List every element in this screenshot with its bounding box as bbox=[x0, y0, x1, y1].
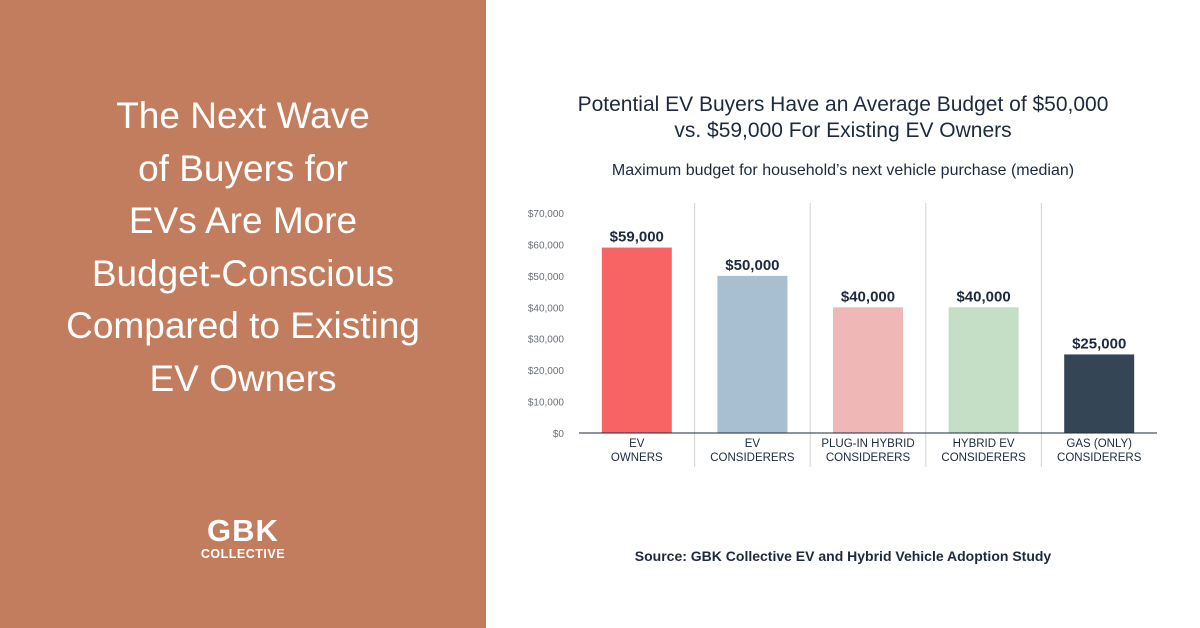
bar-chart: $0 $10,000 $20,000 $30,000 $40,000 $50,000 $60… bbox=[528, 203, 1157, 467]
bar bbox=[601, 247, 672, 433]
y-tick-label: $50,000 bbox=[528, 272, 565, 283]
bar bbox=[1064, 354, 1135, 433]
left-panel: The Next Wave of Buyers for EVs Are More… bbox=[0, 0, 486, 628]
chart-title: Potential EV Buyers Have an Average Budg… bbox=[577, 93, 1109, 142]
bar bbox=[717, 275, 788, 433]
x-category-label: HYBRID EV bbox=[953, 438, 1015, 450]
x-category-label: CONSIDERERS bbox=[710, 452, 795, 464]
y-tick-label: $30,000 bbox=[528, 335, 565, 346]
bar-data-label: $25,000 bbox=[1072, 335, 1126, 352]
bar-data-label: $59,000 bbox=[610, 229, 664, 246]
bar-data-label: $40,000 bbox=[841, 288, 895, 305]
headline: The Next Wave of Buyers for EVs Are More… bbox=[66, 95, 420, 399]
y-tick-label: $20,000 bbox=[528, 366, 565, 377]
bar bbox=[948, 307, 1019, 433]
logo-main-text: GBK bbox=[207, 513, 279, 548]
bar-data-label: $40,000 bbox=[956, 288, 1010, 305]
gbk-collective-logo: GBK COLLECTIVE bbox=[183, 513, 303, 562]
x-category-label: GAS (ONLY) bbox=[1066, 438, 1132, 450]
x-category-label: OWNERS bbox=[611, 452, 663, 464]
x-category-label: CONSIDERERS bbox=[1057, 452, 1142, 464]
x-category-label: PLUG-IN HYBRID bbox=[821, 438, 914, 450]
source-note: Source: GBK Collective EV and Hybrid Veh… bbox=[634, 548, 1052, 564]
x-category-label: EV bbox=[629, 438, 645, 450]
bar bbox=[833, 307, 903, 433]
x-category-label: EV bbox=[745, 438, 761, 450]
y-tick-label: $40,000 bbox=[528, 303, 565, 314]
chart-subtitle: Maximum budget for household’s next vehi… bbox=[611, 162, 1075, 179]
y-tick-label: $0 bbox=[553, 429, 565, 440]
x-category-label: CONSIDERERS bbox=[941, 452, 1026, 464]
y-tick-label: $70,000 bbox=[528, 209, 565, 220]
y-tick-label: $10,000 bbox=[528, 398, 565, 409]
logo-sub-text: COLLECTIVE bbox=[200, 547, 286, 561]
bar-data-label: $50,000 bbox=[725, 257, 779, 274]
y-tick-label: $60,000 bbox=[528, 240, 565, 251]
x-category-label: CONSIDERERS bbox=[826, 452, 911, 464]
